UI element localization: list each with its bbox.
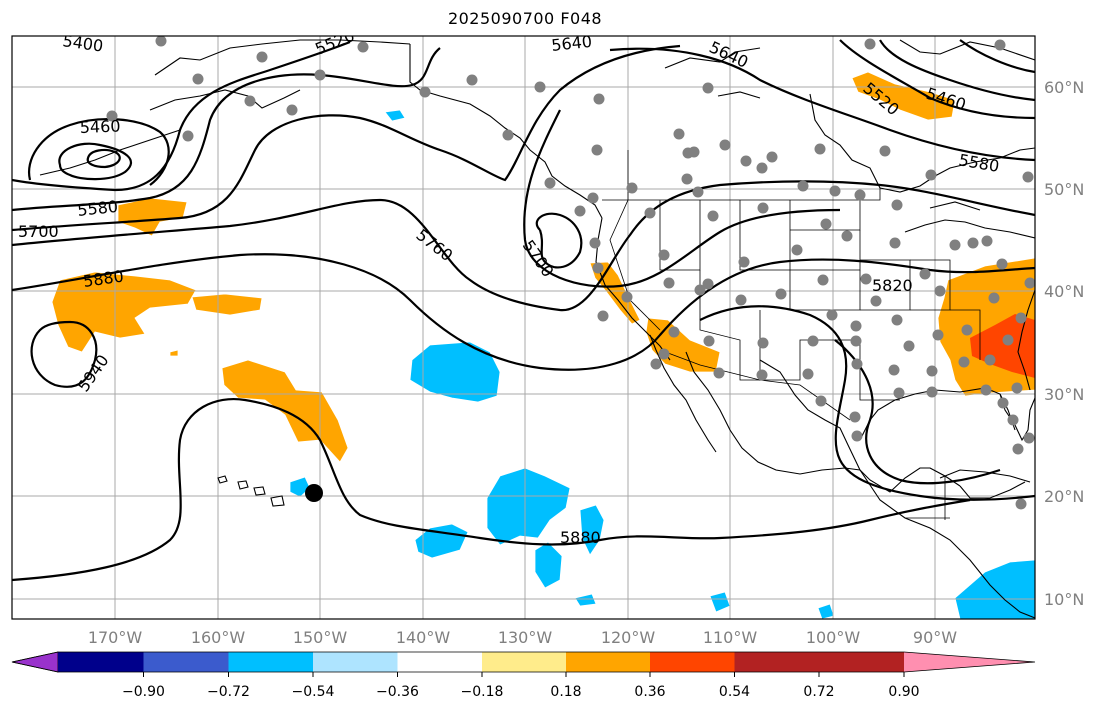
lat-label: 20°N bbox=[1044, 487, 1084, 506]
map-title: 2025090700 F048 bbox=[447, 9, 603, 28]
lon-label: 110°W bbox=[703, 628, 758, 647]
lon-label: 90°W bbox=[913, 628, 957, 647]
colorbar-tick-label: 0.36 bbox=[634, 684, 665, 700]
lon-label: 170°W bbox=[88, 628, 143, 647]
lat-label: 50°N bbox=[1044, 180, 1084, 199]
lon-label: 150°W bbox=[293, 628, 348, 647]
lon-label: 120°W bbox=[601, 628, 656, 647]
contour-label: 5580 bbox=[76, 197, 118, 220]
lon-label: 130°W bbox=[498, 628, 553, 647]
lat-label: 40°N bbox=[1044, 282, 1084, 301]
contour-label: 5520 bbox=[312, 26, 357, 59]
contour-label: 5640 bbox=[706, 37, 751, 71]
colorbar-tick-label: −0.54 bbox=[292, 684, 335, 700]
colorbar-swatch bbox=[650, 652, 735, 672]
map-frame bbox=[11, 35, 1036, 620]
graticule bbox=[12, 36, 1035, 619]
contour-label: 5580 bbox=[957, 150, 1000, 176]
station-markers bbox=[106, 36, 1035, 510]
storm-center-marker bbox=[305, 484, 323, 502]
contour-label: 5940 bbox=[74, 351, 113, 395]
colorbar-swatch bbox=[143, 652, 229, 672]
colorbar-tick-label: −0.72 bbox=[207, 684, 250, 700]
latitude-labels: 60°N 50°N 40°N 30°N 20°N 10°N bbox=[1044, 78, 1084, 609]
colorbar-swatch bbox=[58, 652, 144, 672]
colorbar-swatch bbox=[566, 652, 650, 672]
contour-label: 5460 bbox=[79, 117, 120, 137]
colorbar-swatch bbox=[482, 652, 566, 672]
lon-label: 160°W bbox=[191, 628, 246, 647]
colorbar-tick-label: 0.72 bbox=[803, 684, 834, 700]
colorbar-tick-label: 0.54 bbox=[719, 684, 750, 700]
colorbar-extend-max bbox=[819, 652, 904, 672]
colorbar-tick-label: 0.90 bbox=[888, 684, 919, 700]
colorbar: −0.90 −0.72 −0.54 −0.36 −0.18 0.18 0.36 … bbox=[11, 651, 1036, 700]
colorbar-tick-label: −0.36 bbox=[376, 684, 419, 700]
contour-label: 5400 bbox=[61, 31, 104, 55]
lon-label: 140°W bbox=[396, 628, 451, 647]
colorbar-extend-max bbox=[904, 652, 1035, 672]
colorbar-extend-min bbox=[11, 651, 59, 673]
colorbar-tick-label: −0.90 bbox=[122, 684, 165, 700]
lat-label: 10°N bbox=[1044, 590, 1084, 609]
colorbar-tick-label: −0.18 bbox=[461, 684, 504, 700]
contour-label: 5820 bbox=[872, 276, 913, 295]
contour-label: 5880 bbox=[560, 528, 601, 547]
longitude-labels: 170°W 160°W 150°W 140°W 130°W 120°W 110°… bbox=[88, 628, 957, 647]
lat-label: 30°N bbox=[1044, 385, 1084, 404]
colorbar-swatch bbox=[313, 652, 398, 672]
negative-anomaly-shading bbox=[289, 109, 1035, 619]
lat-label: 60°N bbox=[1044, 78, 1084, 97]
height-contours bbox=[12, 39, 1035, 582]
colorbar-swatch bbox=[228, 652, 313, 672]
lon-label: 100°W bbox=[806, 628, 861, 647]
contour-label: 5700 bbox=[18, 222, 59, 241]
colorbar-outline bbox=[11, 651, 1036, 673]
colorbar-swatch bbox=[734, 652, 819, 672]
colorbar-swatch bbox=[397, 652, 482, 672]
contour-label: 5640 bbox=[550, 32, 592, 55]
colorbar-tick-label: 0.18 bbox=[550, 684, 581, 700]
coastlines bbox=[39, 39, 1035, 619]
